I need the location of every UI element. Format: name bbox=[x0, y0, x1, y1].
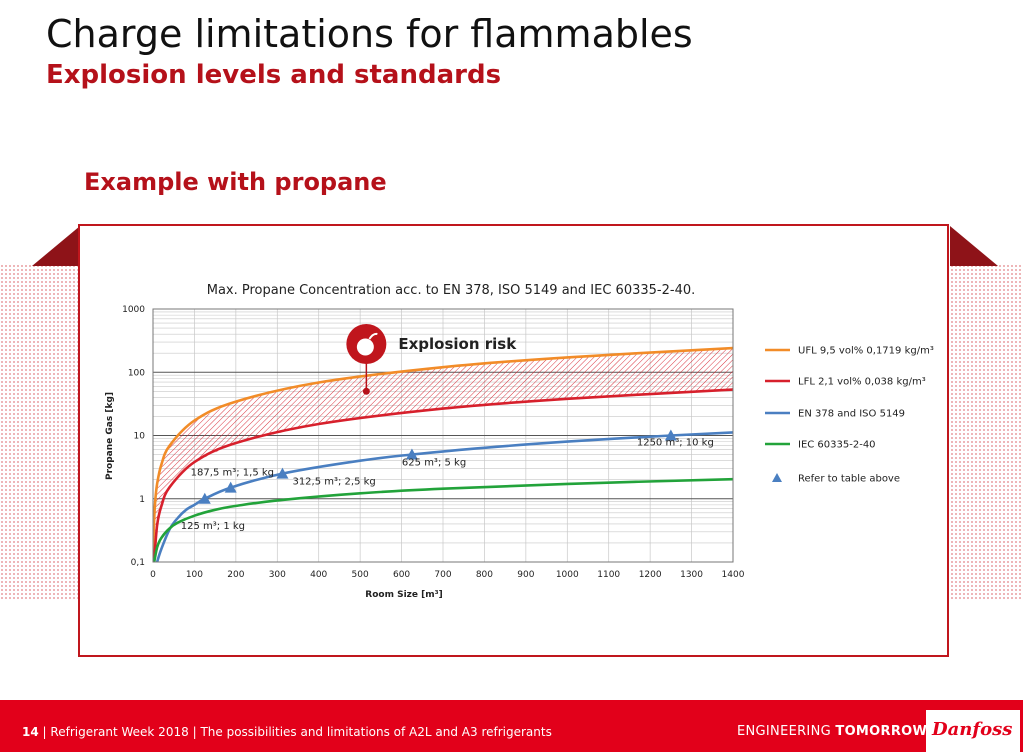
x-tick-label: 700 bbox=[434, 570, 451, 580]
x-tick-label: 1100 bbox=[597, 570, 620, 580]
dot-pattern-right bbox=[950, 264, 1023, 599]
legend-label: IEC 60335-2-40 bbox=[798, 440, 876, 451]
tagline: ENGINEERING TOMORROW bbox=[737, 724, 927, 739]
legend-label: EN 378 and ISO 5149 bbox=[798, 409, 905, 420]
data-label: 625 m³; 5 kg bbox=[402, 458, 466, 469]
reference-marker bbox=[198, 492, 211, 504]
y-tick-label: 100 bbox=[128, 368, 145, 378]
x-tick-label: 800 bbox=[476, 570, 493, 580]
data-label: 187,5 m³; 1,5 kg bbox=[191, 468, 274, 479]
chart-legend: UFL 9,5 vol% 0,1719 kg/m³ LFL 2,1 vol% 0,… bbox=[765, 346, 934, 485]
x-tick-label: 600 bbox=[393, 570, 410, 580]
reference-marker bbox=[405, 448, 418, 460]
y-tick-label: 1000 bbox=[122, 305, 145, 315]
iec-series-line bbox=[153, 477, 733, 562]
page-number: 14 bbox=[22, 725, 39, 739]
lfl-series-line bbox=[153, 388, 733, 562]
annotation-anchor-dot bbox=[362, 387, 370, 395]
dot-pattern-left bbox=[0, 264, 80, 599]
propane-chart: Max. Propane Concentration acc. to EN 37… bbox=[105, 283, 934, 600]
explosion-band bbox=[153, 348, 733, 562]
ribbon-fold-right bbox=[950, 226, 998, 266]
reference-marker bbox=[664, 429, 677, 441]
legend-item-reference: Refer to table above bbox=[772, 473, 900, 485]
data-label: 125 m³; 1 kg bbox=[181, 521, 245, 532]
x-tick-label: 1300 bbox=[680, 570, 703, 580]
y-axis-label: Propane Gas [kg] bbox=[105, 392, 115, 480]
x-tick-label: 1400 bbox=[722, 570, 745, 580]
chart-series bbox=[153, 346, 733, 562]
footer-talk-title: The possibilities and limitations of A2L… bbox=[200, 725, 552, 739]
bomb-icon-fuse bbox=[368, 332, 378, 340]
x-tick-label: 1200 bbox=[639, 570, 662, 580]
en378-series-line bbox=[155, 431, 733, 562]
x-axis-label: Room Size [m³] bbox=[365, 590, 442, 600]
bomb-icon bbox=[346, 324, 387, 364]
legend-label: LFL 2,1 vol% 0,038 kg/m³ bbox=[798, 377, 926, 388]
section-title: Example with propane bbox=[84, 168, 387, 196]
y-tick-label: 1 bbox=[139, 495, 145, 505]
chart-axes: 0,1 1 10 100 1000 0 100 200 300 400 500 600 700 800 90… bbox=[122, 305, 745, 580]
bomb-icon-body bbox=[356, 338, 374, 356]
x-tick-label: 100 bbox=[186, 570, 203, 580]
y-tick-label: 0,1 bbox=[131, 558, 145, 568]
annotation-label: Explosion risk bbox=[398, 335, 517, 353]
x-tick-label: 300 bbox=[269, 570, 286, 580]
plot-frame bbox=[152, 308, 734, 563]
legend-item-en378: EN 378 and ISO 5149 bbox=[765, 409, 905, 420]
danfoss-logo: Danfoss bbox=[926, 710, 1020, 752]
explosion-annotation: Explosion risk bbox=[346, 324, 517, 395]
x-tick-label: 0 bbox=[150, 570, 156, 580]
slide-title: Charge limitations for flammables bbox=[46, 12, 693, 56]
explosion-risk-band bbox=[153, 348, 733, 562]
ufl-series-line bbox=[153, 346, 733, 562]
data-label: 312,5 m³; 2,5 kg bbox=[292, 477, 375, 488]
tagline-regular: ENGINEERING bbox=[737, 724, 831, 739]
y-tick-label: 10 bbox=[134, 432, 146, 442]
data-label: 1250 m³; 10 kg bbox=[637, 438, 714, 449]
footer-caption: 14 | Refrigerant Week 2018 | The possibi… bbox=[22, 725, 552, 739]
legend-item-lfl: LFL 2,1 vol% 0,038 kg/m³ bbox=[765, 377, 926, 388]
legend-label: Refer to table above bbox=[798, 474, 900, 485]
legend-item-ufl: UFL 9,5 vol% 0,1719 kg/m³ bbox=[765, 346, 934, 357]
footer-separator: | bbox=[42, 725, 47, 739]
x-tick-label: 200 bbox=[227, 570, 244, 580]
reference-marker bbox=[224, 481, 237, 493]
x-tick-label: 1000 bbox=[556, 570, 579, 580]
logo-text: Danfoss bbox=[932, 719, 1013, 740]
slide-subtitle: Explosion levels and standards bbox=[46, 60, 502, 90]
chart-title: Max. Propane Concentration acc. to EN 37… bbox=[207, 283, 696, 298]
reference-markers: 125 m³; 1 kg 187,5 m³; 1,5 kg 312,5 m³; 2,… bbox=[181, 429, 714, 532]
legend-swatch bbox=[772, 473, 782, 482]
tagline-bold: TOMORROW bbox=[835, 724, 928, 739]
x-tick-label: 900 bbox=[517, 570, 534, 580]
footer-separator: | bbox=[192, 725, 197, 739]
reference-marker bbox=[276, 467, 289, 479]
ribbon-fold-left bbox=[32, 226, 80, 266]
legend-label: UFL 9,5 vol% 0,1719 kg/m³ bbox=[798, 346, 934, 357]
x-tick-label: 500 bbox=[352, 570, 369, 580]
footer-event: Refrigerant Week 2018 bbox=[50, 725, 189, 739]
legend-item-iec: IEC 60335-2-40 bbox=[765, 440, 876, 451]
footer-bar: 14 | Refrigerant Week 2018 | The possibi… bbox=[0, 700, 1023, 752]
x-tick-label: 400 bbox=[310, 570, 327, 580]
